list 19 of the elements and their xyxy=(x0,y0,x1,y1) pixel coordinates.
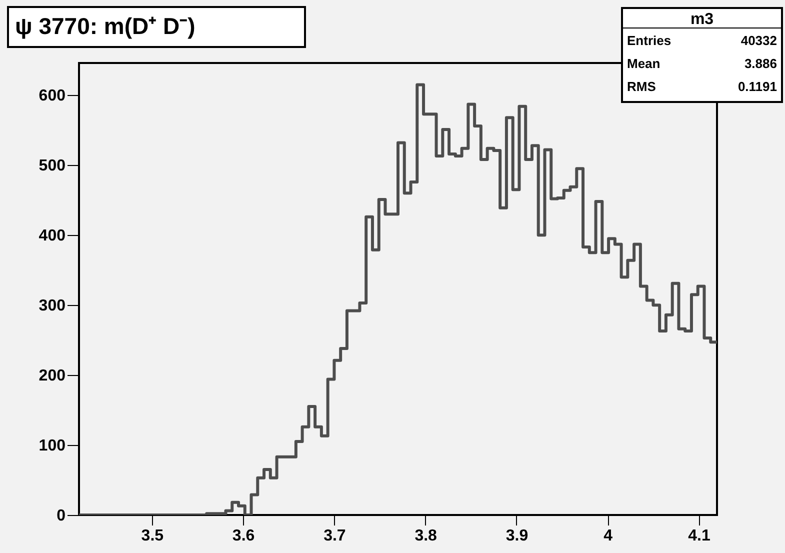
x-tick-label: 3.7 xyxy=(324,528,346,544)
y-tick-label: 300 xyxy=(38,298,66,315)
y-tick-label: 500 xyxy=(38,158,66,175)
x-tick-label: 4 xyxy=(604,528,613,544)
x-tick-label: 4.1 xyxy=(688,528,710,544)
text: m3 xyxy=(690,11,714,28)
x-tick-label: 3.5 xyxy=(141,528,164,544)
x-tick-label: 3.8 xyxy=(414,528,438,544)
y-tick-label: 400 xyxy=(38,228,66,245)
chart-title: ψ 3770: m(D⁺ D⁻) xyxy=(15,13,196,39)
text: RMS 0.1191 xyxy=(627,79,777,94)
text: Entries 40332 xyxy=(627,33,777,48)
x-tick-label: 3.9 xyxy=(506,528,528,544)
y-tick-label: 0 xyxy=(56,508,66,524)
y-tick-label: 200 xyxy=(38,368,66,385)
y-tick-label: 600 xyxy=(38,88,66,105)
x-tick-label: 3.6 xyxy=(232,528,255,544)
y-tick-label: 100 xyxy=(38,438,66,455)
text: Mean 3.886 xyxy=(627,56,777,71)
